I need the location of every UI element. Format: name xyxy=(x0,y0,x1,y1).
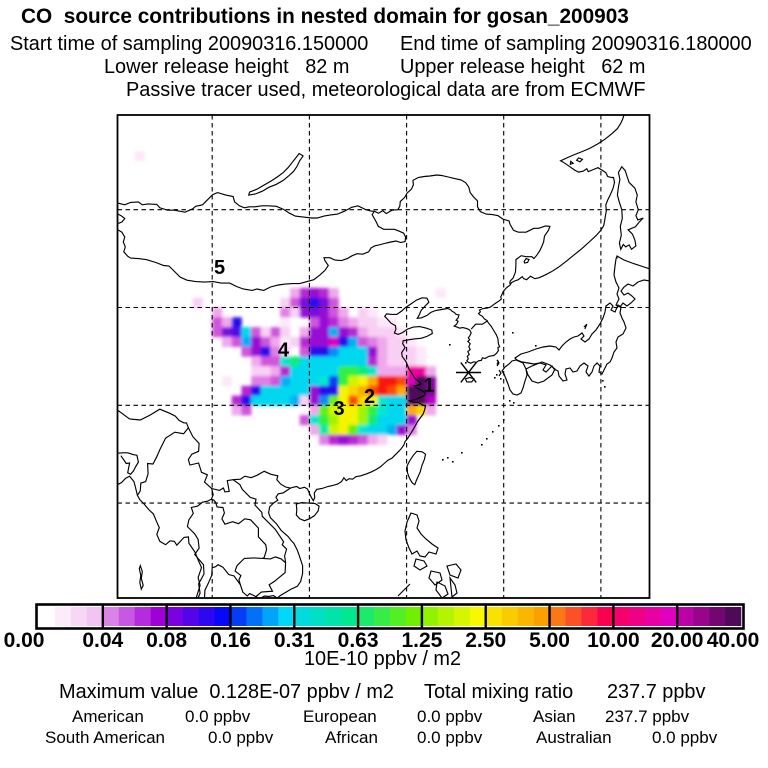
svg-text:3: 3 xyxy=(333,398,344,420)
svg-text:0.31: 0.31 xyxy=(274,629,315,652)
svg-text:1: 1 xyxy=(423,375,434,397)
svg-text:0.63: 0.63 xyxy=(338,629,379,652)
svg-text:0.00: 0.00 xyxy=(4,629,45,652)
svg-text:5: 5 xyxy=(214,257,225,279)
svg-text:5.00: 5.00 xyxy=(529,629,570,652)
svg-text:10.00: 10.00 xyxy=(587,629,640,652)
svg-text:40.00: 40.00 xyxy=(707,629,760,652)
svg-text:2: 2 xyxy=(364,386,375,408)
svg-text:0.04: 0.04 xyxy=(82,629,123,652)
svg-text:0.08: 0.08 xyxy=(146,629,187,652)
svg-text:20.00: 20.00 xyxy=(651,629,704,652)
svg-text:2.50: 2.50 xyxy=(465,629,506,652)
svg-text:1.25: 1.25 xyxy=(401,629,442,652)
svg-text:4: 4 xyxy=(278,340,290,362)
svg-text:0.16: 0.16 xyxy=(210,629,251,652)
